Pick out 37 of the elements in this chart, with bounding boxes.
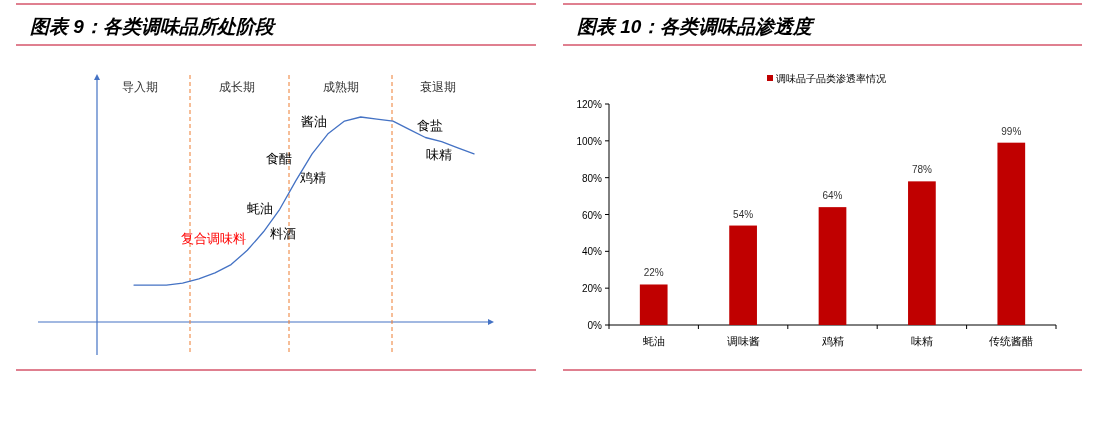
x-tick-label: 调味酱 [726,335,760,347]
text: 成熟期 [323,80,359,94]
legend-label: 调味品子品类渗透率情况 [776,73,886,84]
y-tick-label: 80% [581,172,603,184]
x-tick-label: 鸡精 [820,335,844,347]
x-tick-label: 传统酱醋 [989,335,1034,347]
x-tick-label: 蚝油 [642,335,665,347]
y-tick-label: 0% [587,320,603,331]
annotation: 味精 [426,147,452,162]
annotation: 酱油 [301,114,327,129]
bar [818,207,847,325]
y-tick-label: 120% [576,99,603,110]
chart-title: 图表 10：各类调味品渗透度 [577,16,817,37]
annotation: 料酒 [270,226,296,241]
text: 衰退期 [420,80,456,94]
data-label: 54% [733,208,754,220]
bar [639,284,668,325]
y-tick-label: 100% [576,135,603,147]
annotation: 复合调味料 [180,231,246,246]
data-label: 99% [1001,125,1022,137]
y-tick-label: 20% [581,283,603,295]
bar [729,225,757,325]
y-tick-label: 60% [581,209,603,221]
annotation: 食盐 [417,118,443,133]
x-tick-label: 味精 [910,335,933,347]
annotation: 蚝油 [247,201,273,216]
y-tick-label: 40% [581,246,603,258]
annotation: 鸡精 [299,170,326,185]
data-label: 22% [643,267,664,279]
data-label: 64% [822,190,843,202]
chart-title: 图表 9：各类调味品所处阶段 [30,16,277,37]
annotation: 食醋 [266,151,292,166]
bar [997,142,1026,325]
data-label: 78% [911,164,933,176]
text: 导入期 [122,80,158,94]
text: 成长期 [219,80,255,94]
bar [908,181,936,325]
